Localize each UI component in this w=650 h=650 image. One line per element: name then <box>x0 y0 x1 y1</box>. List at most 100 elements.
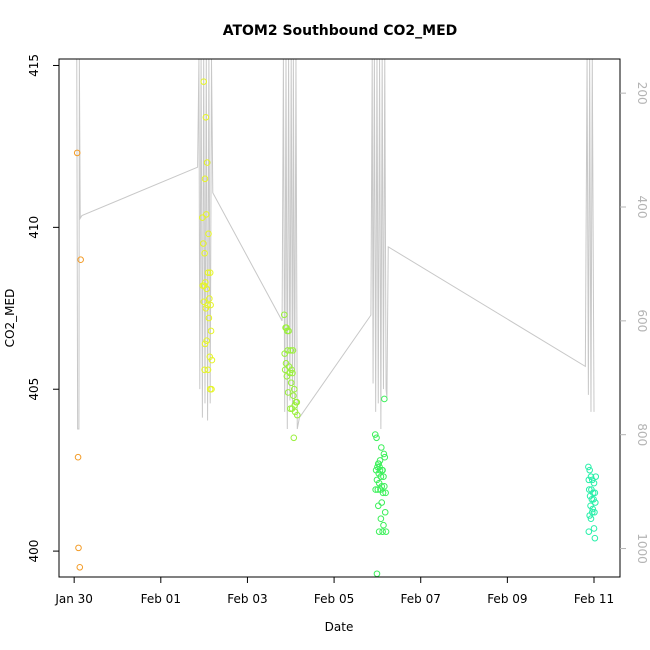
x-tick-label: Feb 09 <box>487 592 527 606</box>
data-point <box>372 486 379 493</box>
data-point <box>284 389 292 396</box>
data-point <box>380 521 387 529</box>
data-point <box>282 324 289 332</box>
y-tick-label: 405 <box>27 378 41 401</box>
data-point <box>200 78 207 85</box>
data-point <box>376 457 384 464</box>
data-point <box>280 311 288 319</box>
data-point <box>591 508 598 516</box>
data-point <box>591 534 599 542</box>
data-point <box>203 285 211 293</box>
data-point <box>201 175 209 183</box>
data-point <box>381 483 388 490</box>
data-point <box>373 570 381 578</box>
data-point <box>290 434 298 442</box>
data-point <box>202 304 210 312</box>
data-point <box>380 473 387 480</box>
altitude-line-layer <box>76 58 595 430</box>
data-point <box>378 444 385 451</box>
data-point <box>204 269 212 276</box>
data-point <box>585 528 593 535</box>
data-point <box>287 379 295 387</box>
x-tick-label: Feb 11 <box>574 592 614 606</box>
data-point <box>202 211 210 218</box>
data-point <box>380 450 388 458</box>
y2-tick-label: 800 <box>635 423 649 446</box>
data-point <box>201 366 208 374</box>
y2-tick-label: 1000 <box>635 533 649 564</box>
chart-title: ATOM2 Southbound CO2_MED <box>223 23 458 39</box>
data-point <box>201 340 209 348</box>
data-point <box>205 314 213 322</box>
y2-tick-label: 600 <box>635 309 649 332</box>
data-point <box>289 369 296 377</box>
data-point <box>378 483 386 490</box>
data-point <box>199 240 207 247</box>
data-point <box>293 411 301 419</box>
data-point <box>204 366 212 374</box>
data-point <box>203 159 211 166</box>
data-point <box>381 508 389 516</box>
data-point <box>377 473 385 480</box>
data-point <box>203 337 211 344</box>
x-tick-label: Feb 01 <box>141 592 181 606</box>
data-point <box>288 366 295 374</box>
x-tick-label: Feb 05 <box>314 592 354 606</box>
data-point <box>283 372 291 380</box>
data-point <box>591 489 599 497</box>
y-axis-label: CO2_MED <box>3 289 17 348</box>
data-point <box>77 256 84 264</box>
data-point <box>586 466 593 474</box>
data-point <box>374 486 382 493</box>
data-point <box>590 525 598 532</box>
data-point <box>73 149 81 157</box>
data-point <box>381 453 389 461</box>
data-point <box>201 249 208 257</box>
data-point <box>205 230 212 238</box>
data-point <box>204 301 211 309</box>
y2-tick-label: 200 <box>635 82 649 105</box>
data-point <box>382 489 389 497</box>
data-point <box>207 301 214 309</box>
data-point <box>381 395 388 403</box>
data-point <box>378 499 386 506</box>
data-point <box>378 466 386 474</box>
data-point <box>382 528 390 535</box>
data-point <box>206 385 214 393</box>
data-point <box>585 463 592 471</box>
data-point <box>588 508 596 516</box>
data-point <box>585 486 593 493</box>
data-point <box>76 563 84 571</box>
data-point <box>290 392 297 400</box>
data-point <box>586 492 594 500</box>
data-point <box>206 269 214 276</box>
data-point <box>376 466 384 474</box>
data-point <box>281 366 289 374</box>
data-point <box>592 499 599 506</box>
data-point <box>206 295 213 302</box>
data-point <box>375 460 383 467</box>
data-point <box>588 476 596 484</box>
data-point <box>377 515 385 523</box>
y-tick-label: 410 <box>27 216 41 239</box>
y2-tick-label: 400 <box>635 196 649 219</box>
x-tick-label: Feb 03 <box>227 592 267 606</box>
y-tick-label: 400 <box>27 540 41 563</box>
data-point <box>371 431 379 438</box>
x-tick-label: Jan 30 <box>54 592 93 606</box>
points-layer <box>73 78 600 578</box>
data-point <box>589 505 597 513</box>
data-point <box>287 347 295 354</box>
plot-frame <box>58 58 621 578</box>
data-point <box>199 214 206 221</box>
data-point <box>208 356 216 364</box>
data-point <box>379 528 386 535</box>
data-point <box>289 347 297 354</box>
data-point <box>293 398 301 406</box>
data-point <box>283 327 291 335</box>
y-tick-label: 415 <box>27 54 41 77</box>
data-point <box>290 385 298 393</box>
data-point <box>585 476 593 484</box>
data-point <box>202 113 210 121</box>
